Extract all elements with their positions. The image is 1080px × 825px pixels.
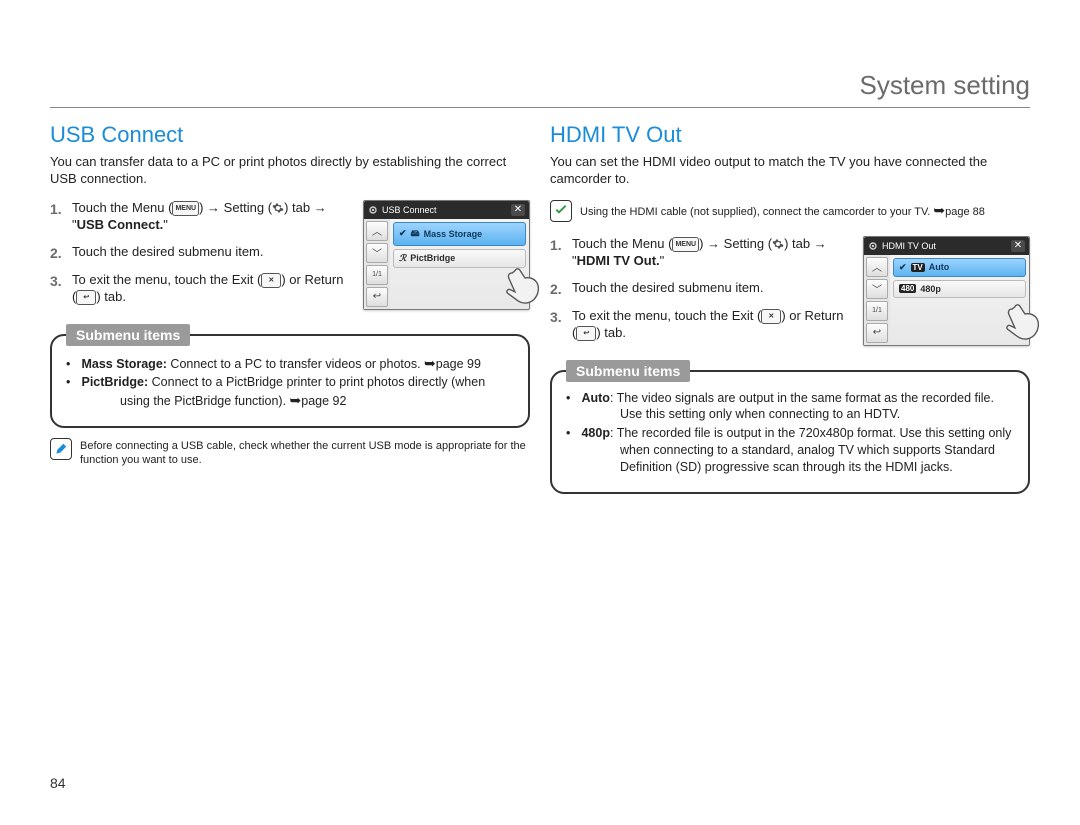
usb-connect-intro: You can transfer data to a PC or print p… (50, 154, 530, 188)
t: USB Connect. (77, 217, 164, 232)
page-number: 84 (50, 775, 66, 791)
item-label: Mass Storage (424, 229, 483, 239)
left-column: USB Connect You can transfer data to a P… (50, 122, 530, 494)
callout: Using the HDMI cable (not supplied), con… (550, 200, 1030, 222)
return-icon: ↩ (76, 290, 96, 305)
submenu-item: • 480p: The recorded file is output in t… (566, 425, 1014, 476)
submenu-tab: Submenu items (566, 360, 690, 382)
step-1: 1. Touch the Menu (MENU) → Setting () ta… (550, 236, 849, 270)
hdmi-steps: 1. Touch the Menu (MENU) → Setting () ta… (550, 236, 849, 352)
page-indicator: 1/1 (866, 301, 888, 321)
usb-connect-screenshot: USB Connect ✕ ︿ ﹀ 1/1 ↩ ✔ (363, 200, 530, 310)
hdmi-heading: HDMI TV Out (550, 122, 1030, 148)
gear-icon (272, 202, 284, 214)
usb-steps: 1. Touch the Menu (MENU) → Setting ( ) ta… (50, 200, 349, 316)
touch-finger-icon (999, 295, 1049, 345)
step-3: 3. To exit the menu, touch the Exit (✕ ) … (50, 272, 349, 306)
gear-icon (368, 205, 378, 215)
gear-icon (772, 238, 784, 250)
step-number: 3. (50, 272, 64, 306)
return-button[interactable]: ↩ (366, 287, 388, 307)
step-1: 1. Touch the Menu (MENU) → Setting ( ) ta… (50, 200, 349, 234)
step-number: 2. (550, 280, 564, 298)
close-icon[interactable]: ✕ (1011, 240, 1025, 252)
step-2: 2. Touch the desired submenu item. (550, 280, 849, 298)
item-label: Auto (929, 262, 950, 272)
t: ) tab. (96, 289, 126, 304)
hdmi-screenshot: HDMI TV Out ✕ ︿ ﹀ 1/1 ↩ ✔ (863, 236, 1030, 346)
step-number: 3. (550, 308, 564, 342)
scroll-down-button[interactable]: ﹀ (866, 279, 888, 299)
submenu-item[interactable]: 480 480p (893, 280, 1026, 298)
arrow-right-icon: → (207, 200, 220, 215)
item-label: 480p (920, 284, 941, 294)
reference-arrow-icon: ➥ (290, 392, 302, 408)
exit-icon: ✕ (761, 309, 781, 324)
right-column: HDMI TV Out You can set the HDMI video o… (550, 122, 1030, 494)
submenu-item-selected[interactable]: ✔ TV Auto (893, 258, 1026, 277)
scroll-up-button[interactable]: ︿ (866, 257, 888, 277)
submenu-item-selected[interactable]: ✔ 🖴 Mass Storage (393, 222, 526, 246)
usb-submenu-box: Submenu items • Mass Storage: Connect to… (50, 334, 530, 429)
usb-connect-heading: USB Connect (50, 122, 530, 148)
t: Touch the desired submenu item. (72, 244, 349, 262)
note-text: Before connecting a USB cable, check whe… (80, 438, 530, 468)
touch-finger-icon (499, 259, 549, 309)
note: Before connecting a USB cable, check whe… (50, 438, 530, 468)
close-icon[interactable]: ✕ (511, 204, 525, 216)
scroll-up-button[interactable]: ︿ (366, 221, 388, 241)
callout-text: Using the HDMI cable (not supplied), con… (580, 200, 1030, 222)
gear-icon (868, 241, 878, 251)
reference-arrow-icon: ➥ (424, 355, 436, 371)
t: To exit the menu, touch the Exit ( (72, 272, 261, 287)
note-icon (50, 438, 72, 460)
scroll-down-button[interactable]: ﹀ (366, 243, 388, 263)
exit-icon: ✕ (261, 273, 281, 288)
page-indicator: 1/1 (366, 265, 388, 285)
submenu-item[interactable]: ℛ PictBridge (393, 249, 526, 268)
item-label: PictBridge (410, 253, 455, 263)
submenu-item: • Mass Storage: Connect to a PC to trans… (66, 354, 514, 373)
submenu-tab: Submenu items (66, 324, 190, 346)
t: Touch the Menu ( (72, 200, 172, 215)
page-header: System setting (50, 70, 1030, 108)
t: ) (199, 200, 207, 215)
check-callout-icon (550, 200, 572, 222)
return-icon: ↩ (576, 326, 596, 341)
arrow-right-icon: → (707, 236, 720, 251)
reference-arrow-icon: ➥ (933, 202, 945, 218)
hdmi-intro: You can set the HDMI video output to mat… (550, 154, 1030, 188)
t: ) tab (284, 200, 314, 215)
arrow-right-icon: → (814, 236, 827, 251)
return-button[interactable]: ↩ (866, 323, 888, 343)
screenshot-title: HDMI TV Out (882, 241, 936, 251)
submenu-item: • Auto: The video signals are output in … (566, 390, 1014, 424)
step-number: 2. (50, 244, 64, 262)
step-3: 3. To exit the menu, touch the Exit (✕) … (550, 308, 849, 342)
step-number: 1. (50, 200, 64, 234)
arrow-right-icon: → (314, 200, 327, 215)
check-icon: ✔ (899, 262, 907, 273)
menu-icon: MENU (672, 237, 699, 252)
hdmi-submenu-box: Submenu items • Auto: The video signals … (550, 370, 1030, 494)
step-number: 1. (550, 236, 564, 270)
check-icon: ✔ (399, 228, 407, 239)
step-2: 2. Touch the desired submenu item. (50, 244, 349, 262)
page-title: System setting (50, 70, 1030, 101)
submenu-item: • PictBridge: Connect to a PictBridge pr… (66, 374, 514, 410)
screenshot-title: USB Connect (382, 205, 437, 215)
t: Setting ( (220, 200, 272, 215)
menu-icon: MENU (172, 201, 199, 216)
